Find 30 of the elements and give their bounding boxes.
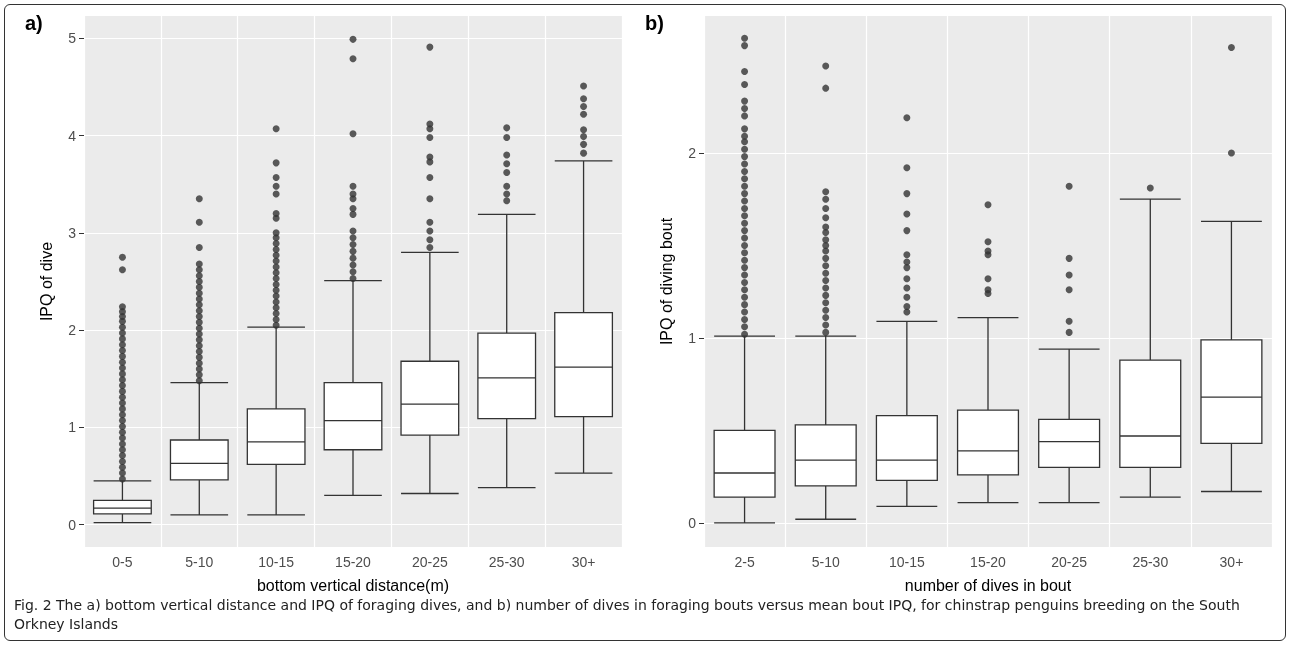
x-tick-label: 25-30 bbox=[1132, 554, 1169, 570]
x-tick-label: 30+ bbox=[1219, 554, 1244, 570]
x-tick-label: 15-20 bbox=[970, 554, 1007, 570]
y-tick-label: 5 bbox=[68, 30, 77, 47]
y-tick-label: 1 bbox=[68, 419, 77, 436]
x-axis-title: number of dives in bout bbox=[904, 576, 1072, 594]
x-tick-label: 5-10 bbox=[185, 554, 214, 570]
x-tick-label: 25-30 bbox=[488, 554, 525, 570]
x-tick-label: 2-5 bbox=[734, 554, 755, 570]
x-tick-label: 20-25 bbox=[1051, 554, 1088, 570]
y-tick-label: 4 bbox=[68, 127, 77, 144]
x-tick-label: 20-25 bbox=[411, 554, 448, 570]
y-tick-label: 2 bbox=[688, 144, 697, 161]
y-axis-title: IPQ of diving bout bbox=[657, 217, 675, 346]
chart-title: a) bbox=[25, 12, 43, 34]
x-tick-label: 0-5 bbox=[112, 554, 133, 570]
x-tick-label: 10-15 bbox=[258, 554, 295, 570]
y-tick-label: 1 bbox=[688, 329, 697, 346]
y-tick-label: 3 bbox=[68, 224, 77, 241]
x-axis-title: bottom vertical distance(m) bbox=[256, 576, 450, 594]
y-axis-title: IPQ of dive bbox=[37, 241, 55, 322]
y-tick-label: 0 bbox=[68, 516, 77, 533]
y-tick-label: 2 bbox=[68, 322, 77, 339]
caption: Fig. 2 The a) bottom vertical distance and IPQ of foraging dives, and b) number of dives in foraging bouts versus mean bout IPQ, for chinstrap penguins breeding on the South Orkney Islands bbox=[14, 596, 1241, 634]
x-tick-label: 5-10 bbox=[811, 554, 840, 570]
chart-title: b) bbox=[645, 12, 664, 34]
y-tick-label: 0 bbox=[688, 514, 697, 531]
x-tick-label: 15-20 bbox=[335, 554, 372, 570]
x-tick-label: 10-15 bbox=[888, 554, 925, 570]
x-tick-label: 30+ bbox=[571, 554, 596, 570]
